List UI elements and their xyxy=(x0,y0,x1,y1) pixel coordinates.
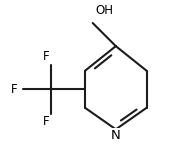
Text: OH: OH xyxy=(96,4,114,17)
Text: F: F xyxy=(43,50,50,63)
Text: F: F xyxy=(43,115,50,128)
Text: N: N xyxy=(111,129,121,142)
Text: F: F xyxy=(11,83,18,96)
